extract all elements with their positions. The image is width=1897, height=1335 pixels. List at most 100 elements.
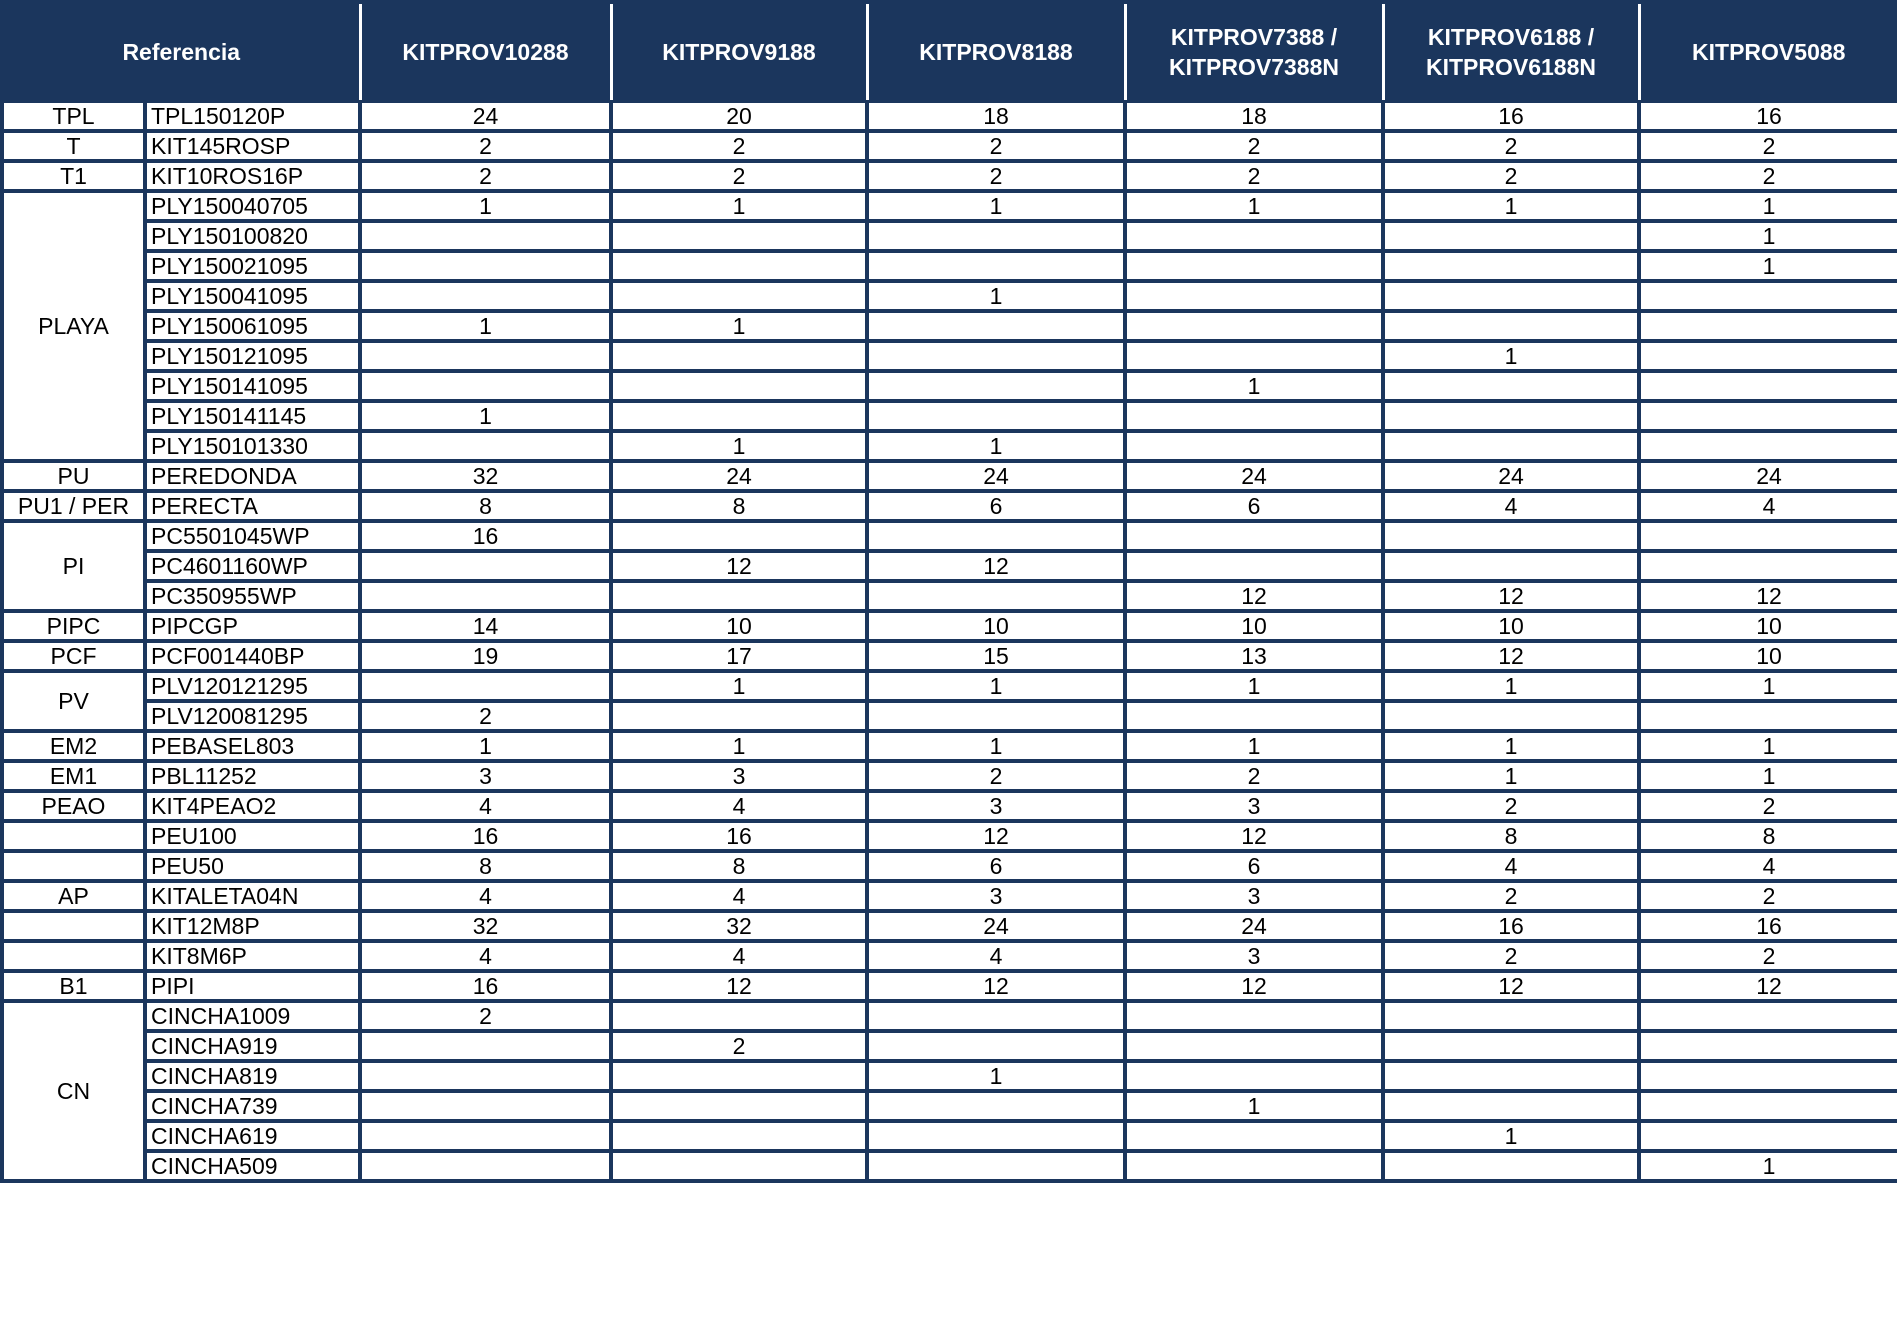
reference-cell: PC5501045WP — [143, 519, 362, 553]
quantity-cell — [1123, 1119, 1385, 1153]
quantity-cell — [1637, 549, 1897, 583]
quantity-cell: 4 — [609, 939, 869, 973]
quantity-cell: 8 — [1381, 819, 1641, 853]
quantity-cell: 12 — [609, 549, 869, 583]
header-column: KITPROV8188 — [865, 2, 1125, 102]
reference-cell: PC4601160WP — [143, 549, 362, 583]
header-referencia: Referencia — [2, 2, 360, 102]
group-label: PU — [0, 459, 147, 493]
quantity-cell: 12 — [1381, 639, 1641, 673]
quantity-cell: 1 — [1637, 219, 1897, 253]
quantity-cell — [1637, 519, 1897, 553]
table-row: PLY150061095 1 1 — [2, 309, 1897, 343]
quantity-cell: 16 — [358, 969, 613, 1003]
table-row: PLY150021095 1 — [2, 249, 1897, 283]
table-row: PV PLV120121295 1 1 1 1 1 — [0, 669, 1897, 733]
table-row: T KIT145ROSP 2 2 2 2 2 2 — [0, 129, 1897, 163]
quantity-cell: 2 — [358, 999, 613, 1033]
quantity-cell: 10 — [609, 609, 869, 643]
reference-cell: KIT145ROSP — [143, 129, 362, 163]
group-label: PLAYA — [0, 189, 147, 463]
quantity-cell: 4 — [609, 789, 869, 823]
table-row: CN CINCHA1009 2 — [0, 999, 1897, 1183]
reference-cell: TPL150120P — [143, 100, 362, 133]
group-label — [0, 939, 147, 973]
quantity-cell: 17 — [609, 639, 869, 673]
quantity-cell: 3 — [1123, 939, 1385, 973]
reference-cell: PLV120121295 — [143, 669, 362, 703]
quantity-cell — [1381, 369, 1641, 403]
reference-cell: CINCHA1009 — [143, 999, 362, 1033]
reference-cell: PEREDONDA — [143, 459, 362, 493]
quantity-cell — [1381, 1089, 1641, 1123]
quantity-cell — [865, 519, 1127, 553]
quantity-cell: 32 — [358, 459, 613, 493]
quantity-cell: 16 — [609, 819, 869, 853]
quantity-cell — [1637, 429, 1897, 463]
header-column: KITPROV5088 — [1637, 2, 1897, 102]
quantity-cell: 2 — [1381, 939, 1641, 973]
group-label: EM1 — [0, 759, 147, 793]
quantity-cell — [1123, 999, 1385, 1033]
quantity-cell — [609, 1119, 869, 1153]
header-column: KITPROV6188 / KITPROV6188N — [1381, 2, 1639, 102]
quantity-cell — [1637, 999, 1897, 1033]
quantity-cell: 16 — [1381, 909, 1641, 943]
quantity-cell: 2 — [1381, 879, 1641, 913]
table-row: CINCHA819 1 — [2, 1059, 1897, 1093]
table-row: B1 PIPI 16 12 12 12 12 12 — [0, 969, 1897, 1003]
quantity-cell: 2 — [1123, 159, 1385, 193]
quantity-cell: 20 — [609, 100, 869, 133]
quantity-cell: 14 — [358, 609, 613, 643]
quantity-cell: 12 — [1637, 969, 1897, 1003]
quantity-cell: 8 — [609, 849, 869, 883]
table-row: PLV120081295 2 — [2, 699, 1897, 733]
group-label: PV — [0, 669, 147, 733]
group-label: B1 — [0, 969, 147, 1003]
quantity-cell: 8 — [358, 489, 613, 523]
quantity-cell: 2 — [609, 159, 869, 193]
reference-cell: PEBASEL803 — [143, 729, 362, 763]
quantity-cell: 8 — [609, 489, 869, 523]
quantity-cell — [609, 1149, 869, 1183]
quantity-cell — [1637, 1029, 1897, 1063]
quantity-cell: 12 — [1381, 969, 1641, 1003]
quantity-cell: 6 — [865, 489, 1127, 523]
quantity-cell — [1637, 279, 1897, 313]
header-column: KITPROV7388 / KITPROV7388N — [1123, 2, 1383, 102]
quantity-cell: 10 — [1123, 609, 1385, 643]
quantity-cell: 13 — [1123, 639, 1385, 673]
reference-cell: KIT8M6P — [143, 939, 362, 973]
quantity-cell: 1 — [1637, 729, 1897, 763]
quantity-cell — [865, 339, 1127, 373]
quantity-cell — [358, 279, 613, 313]
quantity-cell — [1123, 249, 1385, 283]
quantity-cell: 24 — [358, 100, 613, 133]
quantity-cell — [609, 369, 869, 403]
quantity-cell: 1 — [609, 309, 869, 343]
quantity-cell — [1123, 519, 1385, 553]
quantity-cell — [1381, 249, 1641, 283]
quantity-cell: 2 — [358, 699, 613, 733]
quantity-cell — [609, 999, 869, 1033]
quantity-cell — [358, 1089, 613, 1123]
quantity-cell: 10 — [865, 609, 1127, 643]
table-row: PC4601160WP 12 12 — [2, 549, 1897, 583]
quantity-cell: 10 — [1637, 609, 1897, 643]
table-row: TPL TPL150120P 24 20 18 18 16 16 — [0, 100, 1897, 133]
quantity-cell: 1 — [1381, 729, 1641, 763]
quantity-cell: 24 — [1381, 459, 1641, 493]
quantity-cell — [1123, 549, 1385, 583]
table-row: PEU50 8 8 6 6 4 4 — [0, 849, 1897, 883]
quantity-cell: 1 — [865, 1059, 1127, 1093]
quantity-cell: 1 — [358, 309, 613, 343]
quantity-cell: 12 — [609, 969, 869, 1003]
quantity-cell: 12 — [865, 969, 1127, 1003]
quantity-cell — [865, 1029, 1127, 1063]
quantity-cell: 2 — [865, 759, 1127, 793]
quantity-cell — [1123, 1149, 1385, 1183]
quantity-cell: 4 — [1637, 849, 1897, 883]
quantity-cell: 2 — [1637, 789, 1897, 823]
table-row: PLY150121095 1 — [2, 339, 1897, 373]
quantity-cell: 1 — [865, 669, 1127, 703]
